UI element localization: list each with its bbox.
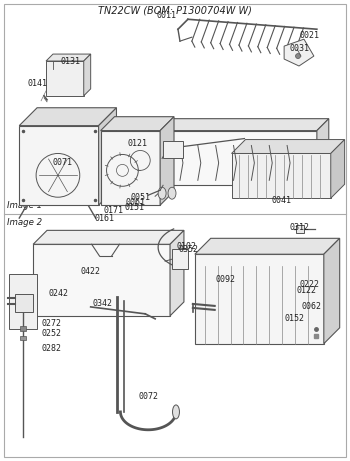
Polygon shape — [324, 238, 340, 344]
Text: 0071: 0071 — [53, 158, 73, 167]
Bar — [163, 141, 183, 159]
Bar — [20, 326, 26, 331]
Text: 0051: 0051 — [130, 193, 150, 202]
Circle shape — [295, 53, 301, 59]
Text: 0252: 0252 — [41, 329, 61, 338]
Text: 0161: 0161 — [94, 213, 115, 223]
Text: 0151: 0151 — [124, 203, 145, 212]
Bar — [296, 225, 304, 233]
Text: Image 1: Image 1 — [7, 201, 42, 211]
Polygon shape — [284, 39, 314, 66]
Polygon shape — [100, 117, 174, 130]
Polygon shape — [232, 154, 331, 198]
Bar — [15, 294, 33, 312]
Polygon shape — [232, 140, 345, 154]
Text: 0092: 0092 — [216, 275, 236, 284]
Text: 0121: 0121 — [127, 139, 147, 148]
Polygon shape — [100, 130, 160, 205]
Text: 0031: 0031 — [289, 44, 309, 53]
Text: 0062: 0062 — [302, 302, 322, 311]
Text: 0102: 0102 — [177, 242, 197, 251]
Text: 0041: 0041 — [271, 195, 291, 205]
Text: 0061: 0061 — [125, 198, 145, 207]
Text: TN22CW (BOM: P1300704W W): TN22CW (BOM: P1300704W W) — [98, 6, 252, 15]
Polygon shape — [195, 238, 340, 254]
Text: 0131: 0131 — [61, 57, 81, 65]
Ellipse shape — [173, 405, 180, 419]
Text: 0072: 0072 — [138, 392, 158, 402]
Text: 0352: 0352 — [179, 245, 199, 254]
Text: Image 2: Image 2 — [7, 219, 42, 227]
Polygon shape — [195, 254, 324, 344]
Text: 0242: 0242 — [48, 290, 68, 298]
Ellipse shape — [168, 187, 176, 199]
Text: 0222: 0222 — [299, 279, 319, 289]
Text: 0272: 0272 — [41, 319, 61, 328]
Bar — [20, 336, 26, 340]
Polygon shape — [170, 230, 184, 316]
Polygon shape — [46, 61, 84, 96]
Polygon shape — [317, 118, 329, 185]
Text: 0152: 0152 — [284, 314, 304, 323]
Bar — [172, 249, 188, 269]
Polygon shape — [46, 54, 91, 61]
Polygon shape — [33, 230, 184, 244]
Text: 0141: 0141 — [27, 79, 47, 89]
Text: 0011: 0011 — [156, 11, 176, 20]
Polygon shape — [33, 244, 170, 316]
Text: 0021: 0021 — [299, 31, 319, 40]
Text: 0171: 0171 — [104, 206, 124, 215]
Bar — [9, 274, 37, 329]
Polygon shape — [19, 126, 99, 205]
Polygon shape — [148, 130, 317, 185]
Polygon shape — [84, 54, 91, 96]
Text: 0312: 0312 — [289, 223, 309, 232]
Text: 0422: 0422 — [81, 266, 101, 276]
Text: 0122: 0122 — [296, 286, 316, 296]
Polygon shape — [160, 117, 174, 205]
Text: 0282: 0282 — [41, 344, 61, 353]
Text: 0342: 0342 — [93, 300, 113, 308]
Polygon shape — [331, 140, 345, 198]
Ellipse shape — [158, 187, 166, 199]
Polygon shape — [99, 108, 117, 205]
Polygon shape — [148, 118, 329, 130]
Polygon shape — [19, 108, 117, 126]
